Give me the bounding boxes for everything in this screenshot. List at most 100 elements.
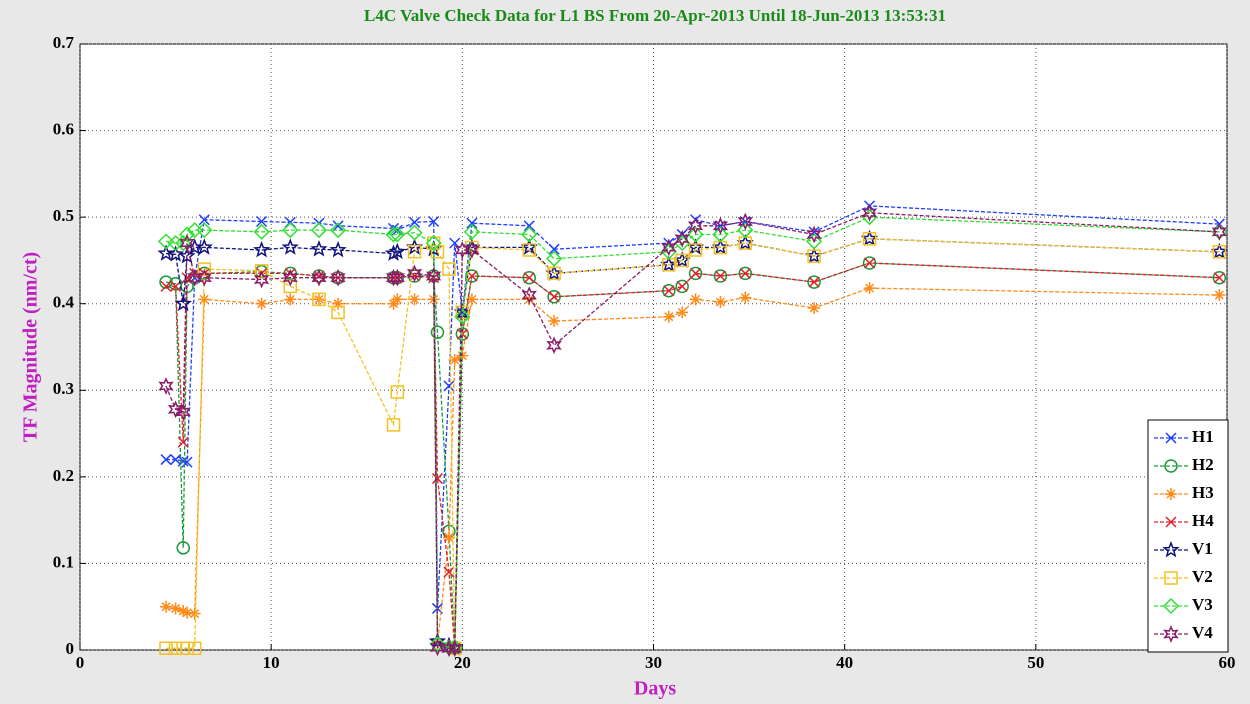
data-point: [662, 258, 676, 272]
data-point: [522, 271, 536, 285]
data-point: [455, 327, 470, 341]
data-point: [737, 212, 753, 231]
data-point: [181, 456, 193, 468]
y-tick-label: 0: [66, 639, 75, 658]
data-point: [661, 238, 677, 257]
legend-box: [1147, 419, 1229, 653]
data-point: [548, 315, 561, 328]
data-point: [157, 244, 175, 261]
data-point: [441, 639, 457, 658]
x-tick-label: 30: [645, 653, 662, 672]
data-point: [673, 251, 691, 268]
data-point: [448, 353, 461, 366]
data-point: [863, 257, 876, 269]
data-point: [256, 215, 268, 228]
data-point: [712, 216, 729, 235]
data-point: [443, 380, 455, 392]
series-line: [165, 216, 1220, 649]
data-point: [406, 224, 423, 241]
legend-marker: [1165, 516, 1177, 528]
data-point: [430, 245, 445, 259]
data-point: [807, 249, 821, 263]
data-point: [663, 285, 675, 297]
data-point: [714, 295, 727, 308]
data-point: [195, 238, 213, 255]
data-point: [160, 280, 172, 292]
data-point: [429, 638, 446, 657]
y-tick-label: 0.4: [53, 293, 75, 312]
data-point: [253, 240, 271, 258]
data-point: [806, 233, 823, 250]
x-tick-label: 60: [1219, 653, 1236, 672]
data-point: [464, 241, 480, 259]
data-point: [255, 297, 268, 310]
data-point: [409, 216, 421, 228]
data-point: [387, 297, 400, 310]
data-point: [177, 605, 190, 618]
data-point: [689, 293, 702, 306]
legend-label: V4: [1192, 623, 1213, 642]
x-tick-label: 0: [76, 653, 85, 672]
data-point: [431, 637, 444, 650]
data-point: [181, 606, 194, 619]
data-point: [687, 226, 704, 243]
data-point: [676, 306, 689, 319]
legend-marker: [1164, 571, 1178, 585]
data-point: [196, 268, 212, 287]
data-point: [174, 294, 192, 312]
x-tick-label: 10: [263, 653, 280, 672]
x-axis-label: Days: [634, 678, 676, 700]
data-point: [407, 245, 422, 259]
data-point: [390, 385, 405, 399]
data-point: [739, 267, 751, 279]
legend-marker: [1162, 597, 1180, 615]
data-point: [466, 217, 478, 229]
data-point: [1210, 242, 1228, 260]
data-point: [548, 243, 560, 255]
data-point: [862, 232, 877, 246]
data-point: [425, 235, 442, 252]
data-point: [428, 215, 440, 228]
data-point: [675, 253, 689, 268]
data-point: [442, 262, 456, 276]
data-point: [860, 229, 879, 247]
data-point: [523, 220, 535, 232]
data-point: [523, 272, 535, 284]
plot-area: [79, 43, 1228, 651]
data-point: [253, 270, 270, 289]
data-point: [807, 275, 821, 289]
data-point: [389, 226, 406, 243]
data-point: [167, 235, 184, 252]
data-point: [388, 242, 406, 260]
data-point: [425, 240, 443, 257]
x-tick-label: 20: [454, 653, 471, 672]
x-tick-label: 40: [836, 653, 853, 672]
data-point: [166, 245, 185, 262]
data-point: [808, 276, 820, 288]
legend-marker: [1165, 488, 1177, 500]
data-point: [443, 566, 455, 578]
data-point: [170, 280, 182, 292]
data-point: [446, 639, 463, 658]
data-point: [313, 270, 325, 282]
data-point: [1213, 272, 1225, 284]
data-point: [674, 229, 690, 248]
data-point: [714, 270, 726, 282]
data-point: [425, 267, 442, 285]
series-line: [166, 238, 1220, 649]
data-point: [676, 280, 688, 292]
data-point: [178, 226, 196, 243]
data-point: [187, 641, 202, 656]
data-point: [391, 293, 404, 306]
data-point: [688, 266, 703, 281]
data-point: [312, 292, 326, 307]
data-point: [465, 293, 478, 306]
data-point: [806, 225, 822, 244]
data-point: [386, 418, 401, 432]
legend-label: V1: [1192, 539, 1213, 558]
data-point: [690, 267, 702, 279]
data-point: [861, 203, 878, 222]
data-point: [454, 308, 471, 325]
